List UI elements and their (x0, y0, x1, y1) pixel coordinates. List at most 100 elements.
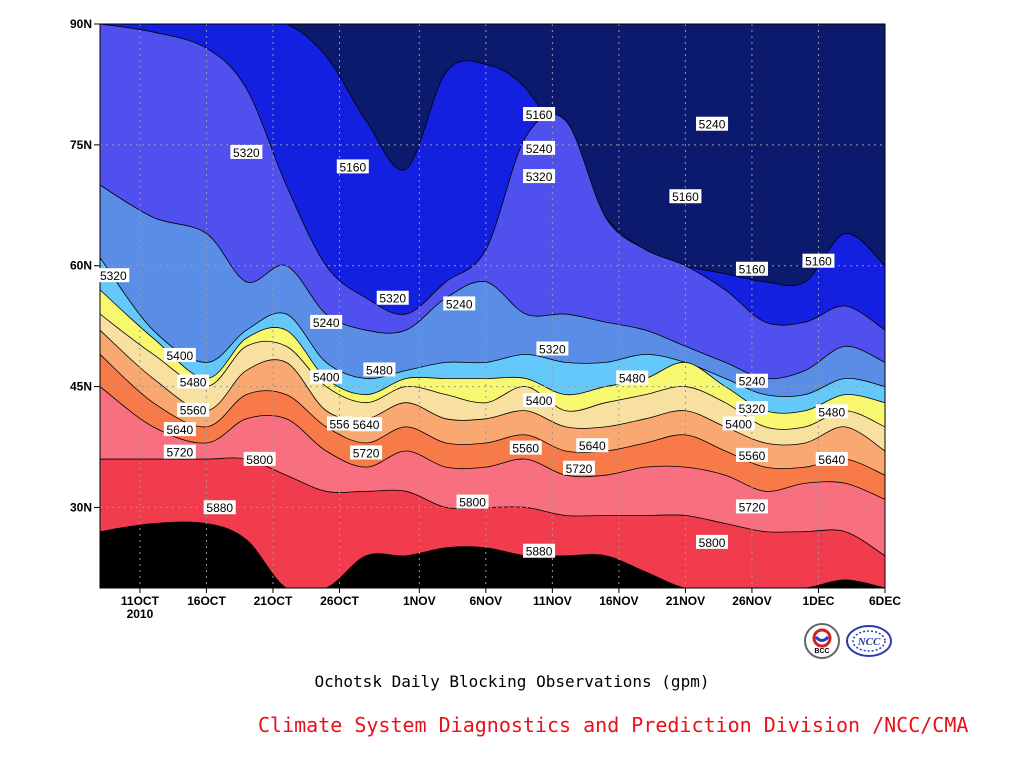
contour-label-text: 5720 (166, 446, 193, 460)
contour-label-text: 5720 (566, 462, 593, 476)
contour-label-bg (456, 494, 489, 509)
contour-label-5400: 5400 (310, 369, 343, 385)
contour-label-bg (735, 447, 768, 462)
bcc-logo: BCC (803, 622, 841, 660)
contour-label-text: 5640 (166, 423, 193, 437)
contour-label-bg (523, 543, 556, 558)
contour-label-5720: 5720 (735, 499, 768, 514)
contour-label-bg (243, 451, 276, 466)
contour-label-5800: 5800 (696, 534, 729, 550)
x-tick-label: 21NOV (666, 594, 705, 608)
contour-label-5240: 5240 (310, 314, 343, 330)
contour-label-5240: 5240 (696, 116, 729, 132)
contour-label-bg (536, 341, 569, 356)
contour-label-text: 5320 (233, 146, 260, 160)
contour-label-bg (163, 347, 196, 362)
contour-label-text: 5640 (818, 453, 845, 467)
contour-label-text: 5800 (246, 453, 273, 467)
contour-label-text: 5240 (446, 297, 473, 311)
x-tick-label: 1NOV (403, 594, 436, 608)
contour-label-5240: 5240 (735, 373, 768, 389)
contour-label-text: 5160 (805, 255, 832, 269)
contour-label-bg (523, 140, 556, 155)
contour-label-text: 5480 (366, 363, 393, 377)
contour-label-bg (722, 416, 755, 431)
contour-label-bg (735, 401, 768, 416)
contour-label-5480: 5480 (616, 370, 649, 386)
contour-label-bg (310, 314, 343, 329)
contour-label-bg (735, 261, 768, 276)
contour-label-bg (230, 144, 263, 159)
contour-label-5320: 5320 (97, 268, 130, 283)
contour-label-bg (376, 290, 409, 305)
contour-label-text: 5560 (739, 449, 766, 463)
contour-label-5160: 5160 (735, 261, 768, 277)
plot-frame (99, 23, 886, 589)
contour-label-bg (177, 402, 210, 417)
contour-label-bg (177, 374, 210, 389)
contour-label-5320: 5320 (376, 290, 409, 306)
contour-label-bg (802, 253, 835, 268)
band-5880 (100, 457, 885, 588)
contour-label-5560: 5560 (177, 402, 210, 418)
x-tick-label: 26NOV (732, 594, 771, 608)
contour-line-5160 (100, 24, 885, 287)
contour-label-text: 5400 (313, 371, 340, 385)
x-tick-label: 6NOV (470, 594, 503, 608)
contour-label-5240: 5240 (523, 140, 556, 156)
contour-label-5480: 5480 (177, 374, 210, 390)
x-tick-label: 1DEC (802, 594, 834, 608)
contour-label-text: 5480 (818, 405, 845, 419)
contour-label-bg (735, 373, 768, 388)
ncc-logo-text: NCC (857, 636, 881, 648)
x-tick-label: 6DEC (869, 594, 901, 608)
contour-label-text: 5400 (725, 417, 752, 431)
contour-label-5160: 5160 (523, 107, 556, 122)
contour-label-bg (163, 422, 196, 437)
contour-label-bg (523, 107, 556, 122)
contour-label-5320: 5320 (523, 169, 556, 184)
contour-label-text: 5400 (166, 349, 193, 363)
contour-label-bg (310, 369, 343, 384)
contour-label-5880: 5880 (523, 543, 556, 559)
contour-line-5720 (100, 354, 885, 476)
contour-label-5640: 5640 (350, 417, 383, 432)
bcc-logo-text: BCC (814, 648, 829, 655)
contour-label-bg (203, 500, 236, 515)
contour-label-text: 5560 (512, 442, 539, 456)
contour-line-5800 (100, 386, 885, 500)
contour-label-5320: 5320 (230, 144, 263, 160)
contour-label-text: 5320 (539, 343, 566, 357)
contour-label-text: 5800 (699, 536, 726, 550)
ncc-emblem-icon: NCC (846, 625, 892, 657)
contour-label-text: 5400 (526, 394, 553, 408)
contour-label-5720: 5720 (562, 460, 595, 476)
contour-label-bg (696, 534, 729, 549)
contour-label-bg (443, 296, 476, 311)
contour-label-text: 5160 (526, 108, 553, 122)
y-tick-label: 45N (70, 380, 92, 394)
contour-label-bg (97, 268, 130, 283)
contour-label-text: 5800 (459, 496, 486, 510)
contour-label-bg (350, 417, 383, 432)
x-tick-label: 21OCT (254, 594, 293, 608)
contour-label-text: 5480 (619, 372, 646, 386)
contour-label-5240: 5240 (443, 296, 476, 311)
contour-label-bg (350, 445, 383, 460)
contour-label-text: 5320 (739, 402, 766, 416)
band-5960 (100, 522, 885, 588)
contour-label-text: 5320 (379, 292, 406, 306)
contour-label-5400: 5400 (722, 416, 755, 431)
contour-label-bg (363, 362, 396, 377)
x-tick-label: 11NOV (533, 594, 572, 608)
contour-label-bg (815, 451, 848, 466)
contour-label-text: 5560 (180, 404, 207, 418)
contour-label-text: 5720 (739, 500, 766, 514)
contour-line-5640 (100, 329, 885, 452)
contour-label-bg (523, 169, 556, 184)
y-tick-label: 60N (70, 259, 92, 273)
contour-label-text: 5160 (672, 190, 699, 204)
contour-label-bg (509, 440, 542, 455)
contour-label-5560: 5560 (735, 447, 768, 463)
